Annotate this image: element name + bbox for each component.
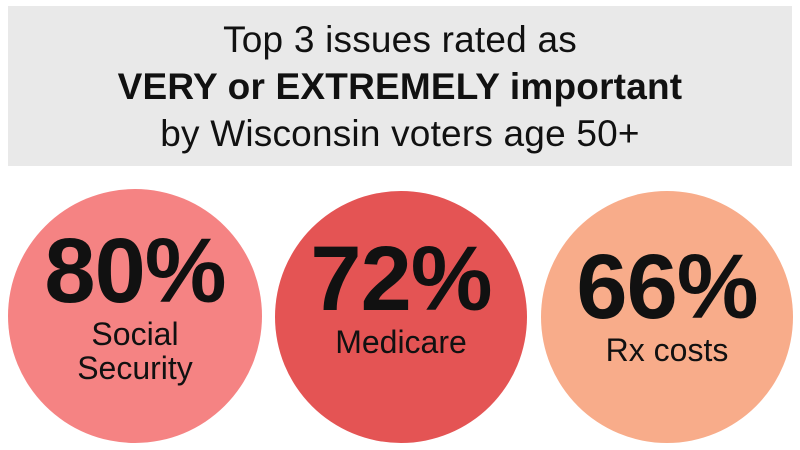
bubble-label-rx-costs: Rx costs bbox=[605, 332, 729, 368]
bubble-value-medicare: 72% bbox=[310, 228, 492, 330]
title-line-1: Top 3 issues rated as bbox=[223, 18, 577, 60]
title-line-3: by Wisconsin voters age 50+ bbox=[160, 112, 640, 154]
bubble-label-social-security-line-1: Social bbox=[91, 316, 179, 352]
chart-title: Top 3 issues rated as VERY or EXTREMELY … bbox=[8, 6, 792, 166]
bubble-social-security: 80% Social Security bbox=[8, 189, 262, 443]
bubble-rx-costs: 66% Rx costs bbox=[541, 191, 793, 443]
bubble-label-medicare: Medicare bbox=[335, 324, 467, 360]
title-line-2: VERY or EXTREMELY important bbox=[117, 65, 683, 107]
bubble-label-social-security-line-2: Security bbox=[77, 350, 193, 386]
bubble-value-rx-costs: 66% bbox=[576, 236, 758, 338]
bubble-medicare: 72% Medicare bbox=[275, 191, 527, 443]
bubble-value-social-security: 80% bbox=[44, 220, 226, 322]
